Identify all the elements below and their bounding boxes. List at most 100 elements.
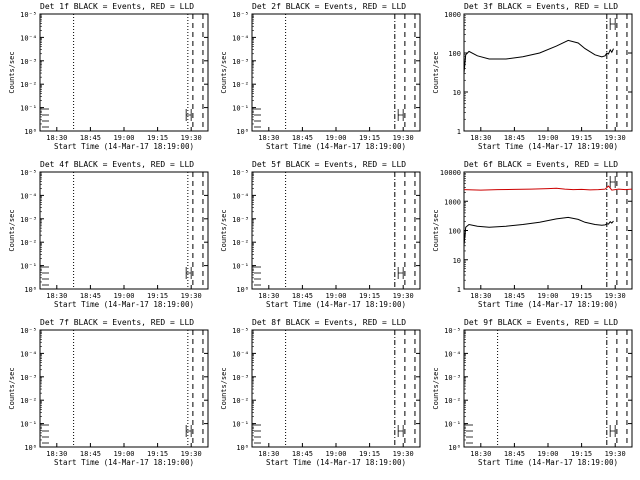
x-tick-label: 19:15 (571, 450, 592, 458)
y-tick-label: 10⁰ (448, 444, 461, 452)
x-axis-label: Start Time (14-Mar-17 18:19:00) (478, 300, 618, 309)
panel-title: Det 2f BLACK = Events, RED = LLD (252, 2, 406, 11)
y-tick-label: 10⁻³ (232, 216, 249, 224)
x-tick-label: 18:30 (470, 450, 491, 458)
x-tick-label: 19:30 (605, 292, 626, 300)
x-tick-label: 19:00 (325, 292, 346, 300)
y-tick-label: 10⁻⁵ (444, 327, 461, 335)
x-axis-label: Start Time (14-Mar-17 18:19:00) (54, 142, 194, 151)
y-tick-label: 10⁻⁴ (232, 34, 249, 42)
panel-det-6f: Det 6f BLACK = Events, RED = LLD 1 10 100 10… (432, 160, 633, 309)
y-axis-label: Counts/sec (8, 367, 16, 409)
saa-glyph (185, 425, 192, 437)
x-tick-label: 18:30 (470, 134, 491, 142)
x-tick-label: 19:15 (571, 134, 592, 142)
y-tick-label: 10⁻⁴ (20, 34, 37, 42)
saa-glyph (185, 109, 192, 121)
x-tick-label: 19:00 (537, 292, 558, 300)
x-axis-label: Start Time (14-Mar-17 18:19:00) (478, 458, 618, 467)
panel-det-1f: Det 1f BLACK = Events, RED = LLD 10⁰ 10⁻¹ 1… (8, 2, 209, 151)
y-tick-label: 10⁻⁴ (444, 350, 461, 358)
x-tick-label: 18:30 (258, 292, 279, 300)
panel-title: Det 5f BLACK = Events, RED = LLD (252, 160, 406, 169)
y-tick-label: 10⁻¹ (232, 263, 249, 271)
x-tick-label: 19:15 (359, 450, 380, 458)
y-tick-label: 10⁻² (20, 81, 37, 89)
x-tick-label: 18:30 (258, 450, 279, 458)
x-tick-label: 18:45 (504, 292, 525, 300)
y-tick-label: 1000 (444, 198, 461, 206)
x-tick-label: 19:15 (359, 134, 380, 142)
x-tick-label: 19:30 (181, 134, 202, 142)
panel-det-4f: Det 4f BLACK = Events, RED = LLD 10⁰ 10⁻¹ 1… (8, 160, 209, 309)
panel-det-3f: Det 3f BLACK = Events, RED = LLD 1 10 100 10… (432, 2, 633, 151)
series-line-1 (463, 185, 633, 191)
y-tick-label: 10⁻² (232, 397, 249, 405)
saa-glyph (609, 18, 616, 30)
y-tick-label: 10⁻⁴ (232, 350, 249, 358)
y-tick-label: 10⁻¹ (232, 105, 249, 113)
x-tick-label: 19:00 (537, 450, 558, 458)
y-tick-label: 10⁻¹ (20, 105, 37, 113)
x-tick-label: 18:45 (292, 450, 313, 458)
y-tick-label: 10⁻³ (232, 374, 249, 382)
x-tick-label: 19:15 (147, 292, 168, 300)
x-tick-label: 18:45 (80, 292, 101, 300)
saa-glyph (397, 425, 404, 437)
x-tick-label: 19:00 (537, 134, 558, 142)
y-axis-label: Counts/sec (432, 209, 440, 251)
y-tick-label: 10⁻² (20, 397, 37, 405)
x-tick-label: 18:30 (46, 292, 67, 300)
x-tick-label: 19:00 (325, 450, 346, 458)
y-tick-label: 100 (448, 228, 461, 236)
x-tick-label: 19:00 (113, 134, 134, 142)
x-tick-label: 18:45 (80, 134, 101, 142)
y-tick-label: 10⁻³ (20, 374, 37, 382)
x-tick-label: 19:30 (393, 134, 414, 142)
x-axis-label: Start Time (14-Mar-17 18:19:00) (266, 458, 406, 467)
y-axis-label: Counts/sec (220, 209, 228, 251)
y-tick-label: 10⁻⁴ (20, 192, 37, 200)
x-axis-label: Start Time (14-Mar-17 18:19:00) (54, 300, 194, 309)
y-tick-label: 10 (453, 257, 461, 265)
saa-glyph (609, 176, 616, 188)
y-tick-label: 10⁻³ (232, 58, 249, 66)
plot-frame (39, 171, 209, 290)
y-tick-label: 10⁻³ (20, 216, 37, 224)
y-axis-label: Counts/sec (432, 51, 440, 93)
y-tick-label: 10⁻² (444, 397, 461, 405)
series-line-1 (463, 39, 614, 74)
y-tick-label: 10⁻¹ (20, 263, 37, 271)
x-tick-label: 19:30 (393, 450, 414, 458)
y-axis-label: Counts/sec (8, 51, 16, 93)
y-tick-label: 10⁻⁵ (232, 327, 249, 335)
panel-title: Det 4f BLACK = Events, RED = LLD (40, 160, 194, 169)
x-axis-label: Start Time (14-Mar-17 18:19:00) (266, 300, 406, 309)
y-tick-label: 100 (448, 50, 461, 58)
y-tick-label: 10⁻³ (444, 374, 461, 382)
x-tick-label: 19:30 (605, 450, 626, 458)
y-tick-label: 10⁻⁴ (232, 192, 249, 200)
x-tick-label: 19:30 (393, 292, 414, 300)
x-tick-label: 19:15 (359, 292, 380, 300)
y-axis-label: Counts/sec (220, 51, 228, 93)
x-tick-label: 19:30 (181, 292, 202, 300)
x-tick-label: 18:45 (292, 134, 313, 142)
y-tick-label: 10⁻⁵ (20, 169, 37, 177)
y-axis-label: Counts/sec (8, 209, 16, 251)
plot-frame (39, 13, 209, 132)
saa-glyph (397, 109, 404, 121)
y-tick-label: 1 (457, 286, 461, 294)
x-tick-label: 18:45 (504, 134, 525, 142)
y-tick-label: 10⁻¹ (20, 421, 37, 429)
panel-title: Det 9f BLACK = Events, RED = LLD (464, 318, 618, 327)
y-tick-label: 1 (457, 128, 461, 136)
plot-frame (39, 329, 209, 448)
y-tick-label: 10⁻³ (20, 58, 37, 66)
y-tick-label: 10⁰ (236, 128, 249, 136)
x-tick-label: 18:45 (80, 450, 101, 458)
x-tick-label: 18:45 (292, 292, 313, 300)
x-tick-label: 19:30 (605, 134, 626, 142)
x-tick-label: 18:30 (470, 292, 491, 300)
